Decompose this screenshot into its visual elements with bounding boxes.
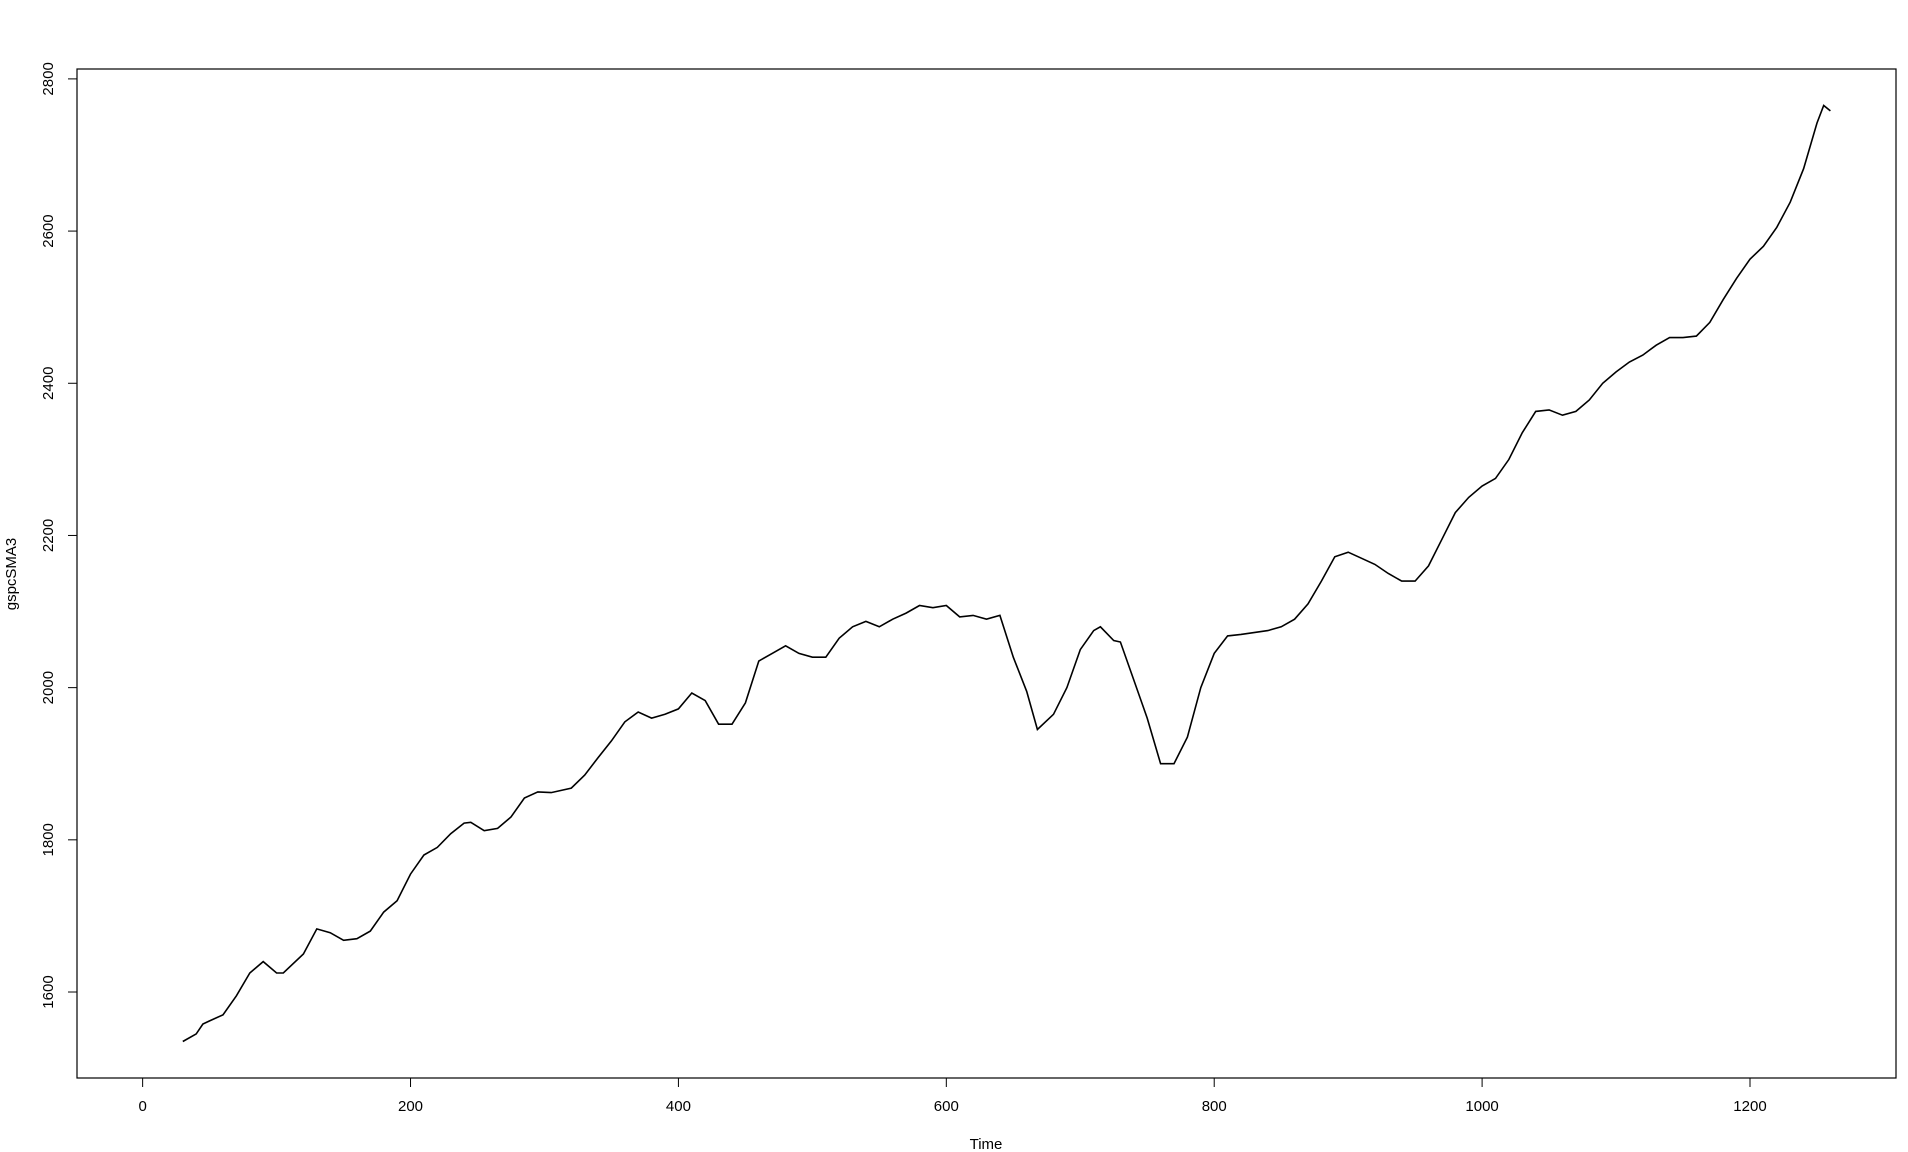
y-tick-label: 1600 xyxy=(40,975,57,1008)
x-tick-label: 800 xyxy=(1202,1098,1227,1115)
x-tick-label: 400 xyxy=(666,1098,691,1115)
plot-box xyxy=(76,68,1897,1079)
y-tick-label: 2800 xyxy=(40,62,57,95)
y-tick-label: 2200 xyxy=(40,519,57,552)
x-axis-label: Time xyxy=(970,1136,1003,1152)
series-line xyxy=(182,104,1831,1043)
x-tick-label: 1200 xyxy=(1733,1098,1766,1115)
x-tick-label: 200 xyxy=(398,1098,423,1115)
y-tick-label: 2400 xyxy=(40,367,57,400)
x-tick-label: 0 xyxy=(138,1098,146,1115)
y-tick-label: 2600 xyxy=(40,214,57,247)
y-tick-label: 1800 xyxy=(40,823,57,856)
y-tick-label: 2000 xyxy=(40,671,57,704)
x-tick-label: 1000 xyxy=(1465,1098,1498,1115)
y-axis-label: gspcSMA3 xyxy=(3,538,20,611)
x-tick-label: 600 xyxy=(934,1098,959,1115)
